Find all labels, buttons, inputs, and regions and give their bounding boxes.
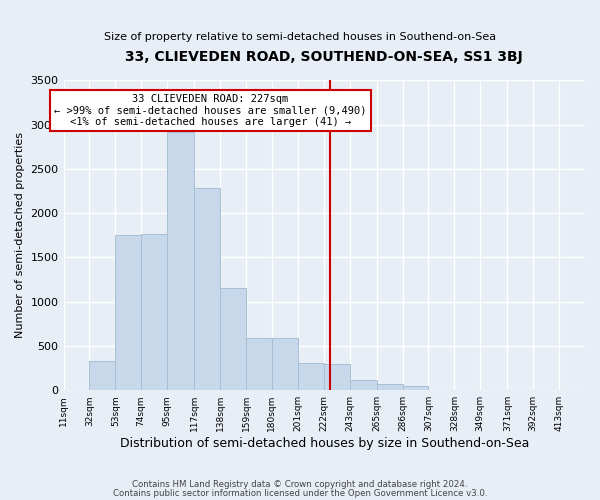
Bar [115,236,141,390]
Bar [403,386,428,390]
Bar [89,361,115,390]
Bar [246,338,272,390]
Bar [350,380,377,390]
Title: 33, CLIEVEDEN ROAD, SOUTHEND-ON-SEA, SS1 3BJ: 33, CLIEVEDEN ROAD, SOUTHEND-ON-SEA, SS1… [125,50,523,64]
Bar [323,364,350,390]
Bar [272,338,298,390]
Bar [167,132,194,390]
Text: Size of property relative to semi-detached houses in Southend-on-Sea: Size of property relative to semi-detach… [104,32,496,42]
Bar [194,188,220,390]
Text: Contains public sector information licensed under the Open Government Licence v3: Contains public sector information licen… [113,488,487,498]
Bar [141,234,167,390]
X-axis label: Distribution of semi-detached houses by size in Southend-on-Sea: Distribution of semi-detached houses by … [119,437,529,450]
Bar [220,288,246,390]
Y-axis label: Number of semi-detached properties: Number of semi-detached properties [15,132,25,338]
Bar [298,363,323,390]
Text: Contains HM Land Registry data © Crown copyright and database right 2024.: Contains HM Land Registry data © Crown c… [132,480,468,489]
Text: 33 CLIEVEDEN ROAD: 227sqm
← >99% of semi-detached houses are smaller (9,490)
<1%: 33 CLIEVEDEN ROAD: 227sqm ← >99% of semi… [54,94,367,127]
Bar [377,384,403,390]
